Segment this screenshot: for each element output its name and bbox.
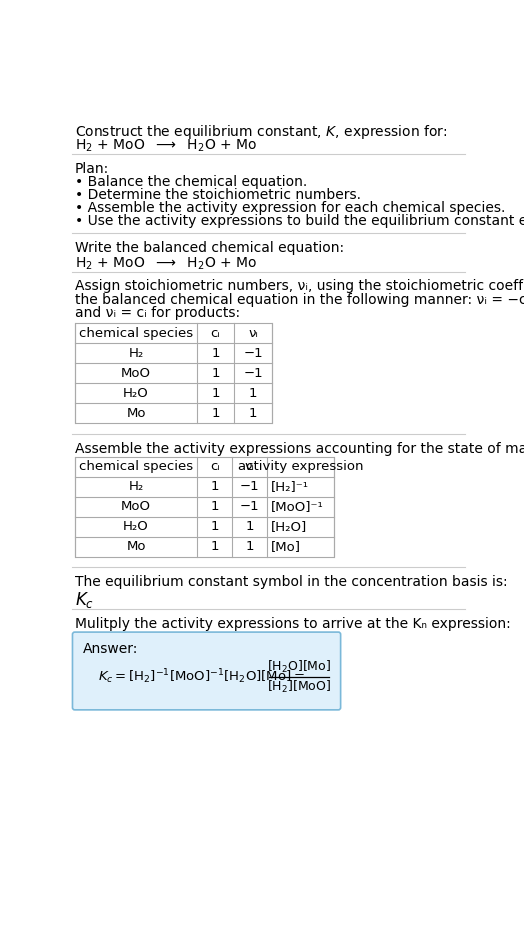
Text: H₂O: H₂O <box>123 520 149 533</box>
Text: Mulitply the activity expressions to arrive at the Kₙ expression:: Mulitply the activity expressions to arr… <box>75 617 510 631</box>
Text: chemical species: chemical species <box>79 460 193 473</box>
Text: [Mo]: [Mo] <box>271 540 301 553</box>
Text: Construct the equilibrium constant, $K$, expression for:: Construct the equilibrium constant, $K$,… <box>75 123 447 141</box>
Text: Answer:: Answer: <box>83 642 138 656</box>
Text: 1: 1 <box>211 387 220 400</box>
Text: [H₂O]: [H₂O] <box>271 520 307 533</box>
Text: the balanced chemical equation in the following manner: νᵢ = −cᵢ for reactants: the balanced chemical equation in the fo… <box>75 292 524 307</box>
Text: $[\mathrm{H_2O}][\mathrm{Mo}]$: $[\mathrm{H_2O}][\mathrm{Mo}]$ <box>267 659 331 675</box>
Text: −1: −1 <box>240 480 259 493</box>
Text: and νᵢ = cᵢ for products:: and νᵢ = cᵢ for products: <box>75 306 240 320</box>
Text: −1: −1 <box>240 500 259 513</box>
Text: cᵢ: cᵢ <box>210 460 220 473</box>
Text: activity expression: activity expression <box>238 460 364 473</box>
Text: [MoO]⁻¹: [MoO]⁻¹ <box>271 500 324 513</box>
Text: 1: 1 <box>245 540 254 553</box>
Text: Assign stoichiometric numbers, νᵢ, using the stoichiometric coefficients, cᵢ, fr: Assign stoichiometric numbers, νᵢ, using… <box>75 279 524 293</box>
Text: Mo: Mo <box>126 407 146 419</box>
Text: 1: 1 <box>211 520 219 533</box>
Bar <box>75 456 334 557</box>
Text: $[\mathrm{H_2}][\mathrm{MoO}]$: $[\mathrm{H_2}][\mathrm{MoO}]$ <box>267 679 331 695</box>
Text: H₂: H₂ <box>128 346 144 360</box>
Text: 1: 1 <box>211 540 219 553</box>
Text: [H₂]⁻¹: [H₂]⁻¹ <box>271 480 309 493</box>
Text: νᵢ: νᵢ <box>245 460 255 473</box>
Text: Assemble the activity expressions accounting for the state of matter and νᵢ:: Assemble the activity expressions accoun… <box>75 442 524 456</box>
Text: chemical species: chemical species <box>79 326 193 340</box>
Text: • Assemble the activity expression for each chemical species.: • Assemble the activity expression for e… <box>75 201 505 214</box>
Text: −1: −1 <box>243 346 263 360</box>
Text: Mo: Mo <box>126 540 146 553</box>
Text: MoO: MoO <box>121 500 151 513</box>
Text: 1: 1 <box>211 367 220 380</box>
Text: $\mathrm{H_2}$ + MoO  $\longrightarrow$  $\mathrm{H_2O}$ + Mo: $\mathrm{H_2}$ + MoO $\longrightarrow$ $… <box>75 138 257 154</box>
Text: $\mathrm{H_2}$ + MoO  $\longrightarrow$  $\mathrm{H_2O}$ + Mo: $\mathrm{H_2}$ + MoO $\longrightarrow$ $… <box>75 255 257 272</box>
Text: The equilibrium constant symbol in the concentration basis is:: The equilibrium constant symbol in the c… <box>75 575 507 589</box>
Text: 1: 1 <box>211 407 220 419</box>
Text: 1: 1 <box>249 407 257 419</box>
FancyBboxPatch shape <box>72 632 341 710</box>
Text: νᵢ: νᵢ <box>248 326 258 340</box>
Text: $K_c$: $K_c$ <box>75 589 94 610</box>
Bar <box>75 324 272 423</box>
Text: 1: 1 <box>211 346 220 360</box>
Text: 1: 1 <box>211 480 219 493</box>
Text: cᵢ: cᵢ <box>211 326 220 340</box>
Text: −1: −1 <box>243 367 263 380</box>
Text: 1: 1 <box>245 520 254 533</box>
Text: $K_c = [\mathrm{H_2}]^{-1} [\mathrm{MoO}]^{-1} [\mathrm{H_2O}][\mathrm{Mo}] =$: $K_c = [\mathrm{H_2}]^{-1} [\mathrm{MoO}… <box>98 667 305 686</box>
Text: 1: 1 <box>211 500 219 513</box>
Text: • Use the activity expressions to build the equilibrium constant expression.: • Use the activity expressions to build … <box>75 214 524 228</box>
Text: • Balance the chemical equation.: • Balance the chemical equation. <box>75 175 307 189</box>
Text: Write the balanced chemical equation:: Write the balanced chemical equation: <box>75 241 344 255</box>
Text: • Determine the stoichiometric numbers.: • Determine the stoichiometric numbers. <box>75 188 361 202</box>
Text: 1: 1 <box>249 387 257 400</box>
Text: Plan:: Plan: <box>75 161 109 176</box>
Text: MoO: MoO <box>121 367 151 380</box>
Text: H₂: H₂ <box>128 480 144 493</box>
Text: H₂O: H₂O <box>123 387 149 400</box>
